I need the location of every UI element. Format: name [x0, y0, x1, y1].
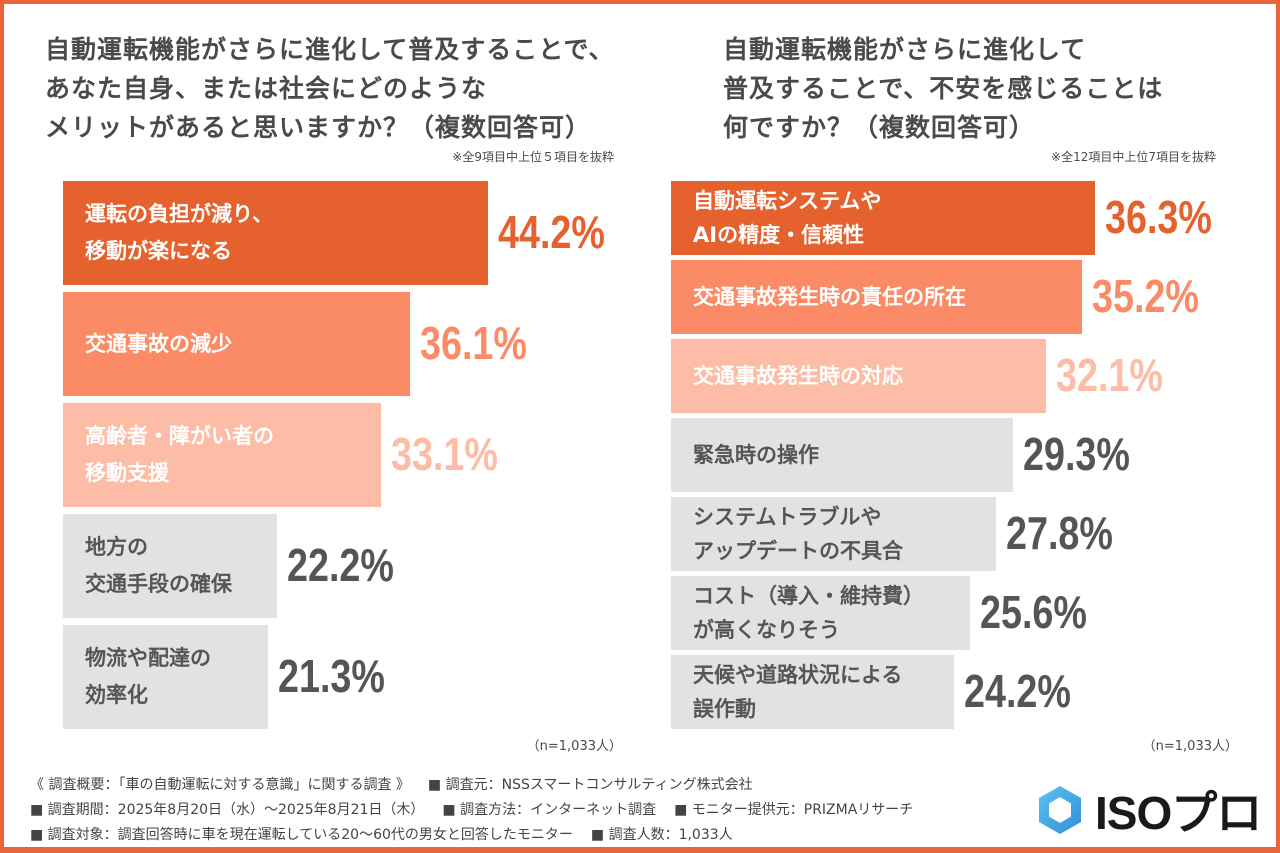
right-chart-note: ※全12項目中上位7項目を抜粋	[1051, 150, 1216, 164]
survey-overview: 《 調査概要：「車の自動運転に対する意識」に関する調査 》	[30, 777, 410, 793]
right-chart-title: 自動運転機能がさらに進化して 普及することで、不安を感じることは 何ですか？（複…	[723, 30, 1163, 147]
title-line: 自動運転機能がさらに進化して普及することで、	[45, 35, 615, 64]
logo-text: ISOプロ	[1095, 787, 1262, 839]
bar-label: 物流や配達の	[85, 646, 211, 670]
survey-count: ■ 調査人数：1,033人	[590, 827, 733, 843]
left-chart-note: ※全9項目中上位５項目を抜粋	[452, 150, 614, 164]
bar: 天候や道路状況による 誤作動	[671, 655, 954, 729]
hexagon-logo-icon	[1039, 786, 1081, 834]
title-line: メリットがあると思いますか？（複数回答可）	[45, 113, 592, 142]
value-label: 35.2%	[1092, 270, 1200, 322]
bar: 地方の交通手段の確保	[63, 514, 277, 618]
left-sample-size: （n=1,033人）	[526, 739, 622, 754]
footer-row: ■ 調査期間：2025年8月20日（水）〜2025年8月21日（木） ■ 調査方法…	[30, 798, 913, 823]
bar-label: 自動運転システムや	[693, 189, 882, 213]
bar: 物流や配達の 効率化	[63, 625, 268, 729]
value-label: 44.2%	[498, 206, 606, 258]
bar-label: AIの精度・信頼性	[693, 223, 865, 247]
value-label: 27.8%	[1005, 507, 1113, 559]
title-line: 普及することで、不安を感じることは	[723, 74, 1164, 103]
footer-row: ■ 調査対象：調査回答時に車を現在運転している20〜60代の男女と回答したモニタ…	[30, 823, 913, 848]
value-label: 25.6%	[980, 586, 1087, 638]
isopro-logo: ISOプロ	[1035, 780, 1265, 840]
value-label: 21.3%	[277, 650, 385, 702]
right-sample-size: （n=1,033人）	[1142, 739, 1238, 754]
title-line: あなた自身、または社会にどのような	[45, 74, 488, 103]
bar-label: が高くなりそう	[693, 618, 840, 642]
bar-label: 交通事故の減少	[85, 331, 232, 356]
bar-label: コスト（導入・維持費）	[693, 584, 924, 608]
bar-label: 交通事故発生時の責任の所在	[693, 285, 966, 309]
bar-label: システムトラブルや	[693, 505, 882, 529]
bar: 交通事故の減少	[63, 292, 411, 396]
bar: 自動運転システムや AIの精度・信頼性	[671, 181, 1095, 255]
bar: コスト（導入・維持費） が高くなりそう	[671, 576, 970, 650]
value-label: 36.1%	[420, 317, 528, 369]
survey-method: ■ 調査方法：インターネット調査	[442, 802, 657, 818]
survey-target: ■ 調査対象：調査回答時に車を現在運転している20〜60代の男女と回答したモニタ…	[30, 827, 573, 843]
bar-label: 天候や道路状況による	[693, 663, 903, 687]
bar: 交通事故発生時の対応	[671, 339, 1046, 413]
bar: 運転の負担が減り、 移動が楽になる	[63, 181, 489, 285]
value-label: 32.1%	[1055, 349, 1163, 401]
value-label: 29.3%	[1023, 428, 1131, 480]
value-label: 22.2%	[286, 539, 394, 591]
value-label: 33.1%	[391, 428, 499, 480]
monitor-provider: ■ モニター提供元：PRIZMAリサーチ	[674, 802, 914, 818]
survey-period: ■ 調査期間：2025年8月20日（水）〜2025年8月21日（木）	[30, 802, 425, 818]
bar-label: 効率化	[85, 683, 148, 707]
value-label: 36.3%	[1104, 191, 1212, 243]
title-line: 自動運転機能がさらに進化して	[723, 35, 1087, 64]
footer-row: 《 調査概要：「車の自動運転に対する意識」に関する調査 》 ■ 調査元：NSSスマ…	[30, 773, 913, 798]
bar: 交通事故発生時の責任の所在	[671, 260, 1083, 334]
survey-footer: 《 調査概要：「車の自動運転に対する意識」に関する調査 》 ■ 調査元：NSSスマ…	[30, 773, 913, 848]
bar: 高齢者・障がい者の 移動支援	[63, 403, 382, 507]
bar-label: 移動支援	[85, 461, 169, 485]
bar-label: 高齢者・障がい者の	[85, 424, 274, 448]
bar-label: 交通手段の確保	[85, 572, 232, 596]
bar-label: 地方の	[85, 535, 148, 559]
bar-label: 移動が楽になる	[85, 239, 232, 263]
value-label: 24.2%	[963, 665, 1071, 717]
bar-label: 緊急時の操作	[693, 443, 819, 467]
title-line: 何ですか？（複数回答可）	[723, 113, 1036, 142]
survey-source: ■ 調査元：NSSスマートコンサルティング株式会社	[427, 777, 753, 793]
bar-label: 交通事故発生時の対応	[693, 364, 903, 388]
bar: 緊急時の操作	[671, 418, 1014, 492]
bar-label: 誤作動	[693, 697, 756, 721]
bar: システムトラブルや アップデートの不具合	[671, 497, 996, 571]
left-chart-title: 自動運転機能がさらに進化して普及することで、 あなた自身、または社会にどのような…	[45, 30, 615, 147]
bar-label: 運転の負担が減り、	[85, 202, 274, 226]
bar-label: アップデートの不具合	[693, 539, 903, 563]
